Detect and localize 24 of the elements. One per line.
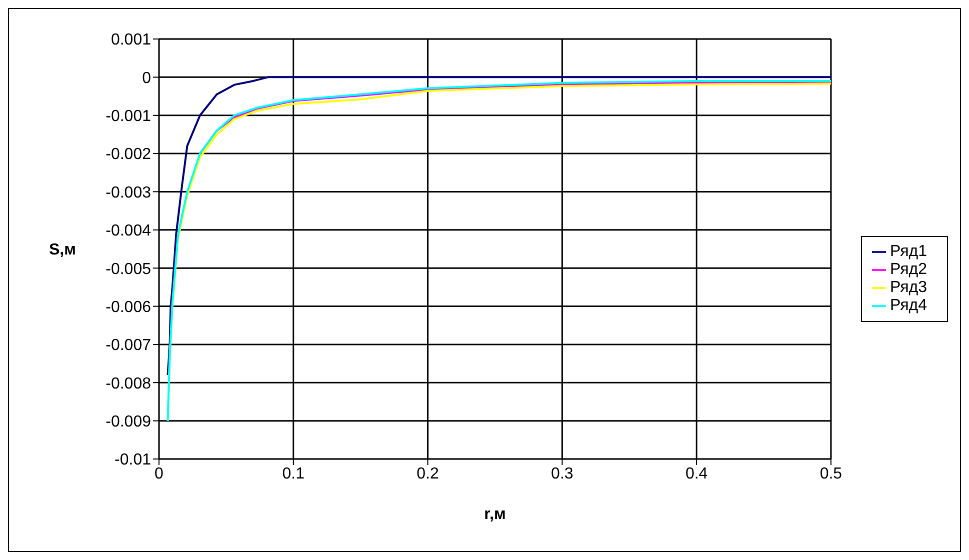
x-axis-title: r,м (484, 506, 506, 523)
x-tick-label: 0 (154, 465, 164, 482)
x-tick-label: 0.1 (282, 465, 305, 482)
x-tick-label: 0.2 (416, 465, 439, 482)
y-tick-label: -0.003 (106, 184, 152, 202)
y-tick-label: -0.005 (106, 260, 152, 278)
legend-label: Ряд3 (890, 279, 927, 296)
y-tick-label: 0.001 (110, 32, 152, 49)
y-tick-label: 0 (142, 70, 152, 87)
legend-label: Ряд1 (890, 243, 927, 260)
y-tick-label: -0.01 (114, 452, 152, 469)
x-tick-label: 0.3 (551, 465, 574, 482)
x-tick-label: 0.5 (820, 465, 842, 482)
legend-label: Ряд4 (890, 297, 927, 314)
y-tick-label: -0.002 (106, 146, 152, 164)
legend-label: Ряд2 (890, 261, 927, 278)
y-tick-label: -0.009 (106, 414, 152, 430)
y-tick-label: -0.006 (106, 298, 152, 316)
y-tick-label: -0.001 (106, 108, 152, 126)
x-tick-label: 0.4 (685, 465, 708, 482)
y-tick-label: -0.007 (106, 337, 152, 354)
y-axis-title: S,м (49, 242, 76, 259)
y-tick-label: -0.004 (106, 222, 152, 240)
y-tick-label: -0.008 (106, 375, 152, 392)
